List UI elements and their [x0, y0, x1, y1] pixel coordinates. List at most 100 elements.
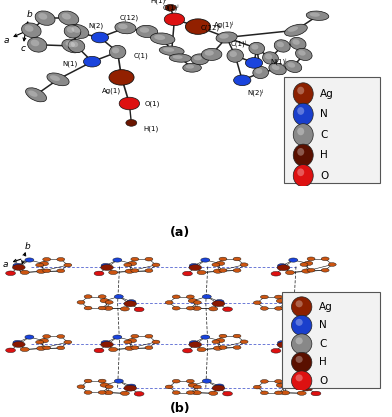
Ellipse shape — [292, 39, 300, 45]
Text: C: C — [320, 130, 328, 140]
Text: C(12)ʲ: C(12)ʲ — [201, 24, 221, 31]
Circle shape — [94, 271, 104, 276]
Circle shape — [292, 315, 312, 335]
Circle shape — [260, 379, 269, 383]
Circle shape — [189, 342, 201, 348]
Ellipse shape — [68, 39, 85, 53]
Circle shape — [223, 307, 232, 311]
Circle shape — [183, 271, 192, 276]
Circle shape — [219, 269, 227, 272]
Ellipse shape — [64, 25, 81, 38]
Ellipse shape — [272, 65, 279, 70]
Circle shape — [20, 270, 29, 274]
Circle shape — [192, 306, 201, 310]
Circle shape — [113, 258, 122, 262]
Text: a: a — [3, 260, 9, 269]
Circle shape — [302, 346, 311, 350]
Circle shape — [128, 261, 137, 266]
Ellipse shape — [285, 60, 302, 73]
Circle shape — [64, 263, 72, 267]
FancyBboxPatch shape — [284, 77, 380, 183]
Circle shape — [289, 258, 298, 262]
Ellipse shape — [22, 23, 41, 38]
Circle shape — [293, 124, 313, 146]
Circle shape — [113, 335, 122, 339]
Circle shape — [127, 300, 136, 304]
Circle shape — [114, 379, 123, 383]
Circle shape — [98, 379, 106, 383]
Circle shape — [276, 383, 285, 387]
Text: N: N — [320, 109, 328, 119]
Circle shape — [303, 384, 312, 388]
Circle shape — [40, 339, 49, 343]
Circle shape — [297, 306, 306, 311]
Circle shape — [109, 347, 118, 352]
Ellipse shape — [201, 48, 222, 60]
Circle shape — [43, 258, 51, 261]
Circle shape — [300, 263, 308, 266]
Ellipse shape — [290, 38, 306, 50]
Circle shape — [240, 263, 248, 266]
Circle shape — [43, 346, 51, 350]
Circle shape — [125, 269, 134, 273]
Circle shape — [233, 334, 241, 338]
Circle shape — [101, 340, 110, 345]
Circle shape — [109, 270, 118, 274]
Circle shape — [233, 346, 241, 349]
Circle shape — [36, 269, 46, 274]
Circle shape — [260, 295, 269, 299]
Circle shape — [40, 261, 49, 266]
Ellipse shape — [65, 41, 75, 47]
Circle shape — [188, 299, 197, 303]
Ellipse shape — [109, 45, 126, 59]
Circle shape — [13, 263, 22, 268]
Circle shape — [25, 335, 34, 339]
Circle shape — [36, 346, 46, 350]
Ellipse shape — [35, 11, 55, 25]
Ellipse shape — [205, 50, 214, 56]
Circle shape — [185, 19, 211, 34]
Ellipse shape — [173, 55, 183, 59]
Circle shape — [91, 32, 109, 43]
Circle shape — [145, 346, 153, 349]
Circle shape — [77, 301, 85, 304]
Circle shape — [240, 340, 248, 344]
Circle shape — [216, 338, 225, 343]
Circle shape — [172, 295, 180, 299]
Ellipse shape — [154, 35, 165, 40]
Circle shape — [84, 306, 92, 310]
Circle shape — [307, 345, 315, 349]
Circle shape — [186, 379, 194, 383]
Ellipse shape — [277, 42, 284, 47]
Circle shape — [84, 391, 92, 394]
Circle shape — [285, 270, 294, 275]
Circle shape — [186, 295, 194, 299]
Circle shape — [5, 348, 16, 353]
Circle shape — [77, 385, 85, 389]
Circle shape — [213, 346, 222, 350]
Circle shape — [297, 391, 306, 395]
Circle shape — [297, 148, 304, 156]
Circle shape — [134, 307, 144, 312]
Circle shape — [189, 265, 201, 271]
Ellipse shape — [285, 24, 307, 36]
Text: Ag: Ag — [320, 89, 334, 99]
Circle shape — [216, 261, 225, 266]
Circle shape — [296, 374, 303, 382]
Circle shape — [293, 83, 313, 105]
Circle shape — [281, 301, 290, 304]
Circle shape — [292, 371, 312, 391]
Ellipse shape — [62, 13, 71, 20]
Circle shape — [293, 165, 313, 187]
Circle shape — [307, 334, 315, 338]
Circle shape — [109, 70, 134, 85]
Circle shape — [189, 341, 198, 345]
Ellipse shape — [115, 22, 136, 34]
Ellipse shape — [227, 49, 243, 62]
Circle shape — [233, 257, 241, 261]
Circle shape — [134, 392, 144, 396]
Circle shape — [124, 263, 132, 267]
Ellipse shape — [194, 55, 202, 60]
Circle shape — [192, 391, 201, 395]
Ellipse shape — [58, 11, 79, 25]
